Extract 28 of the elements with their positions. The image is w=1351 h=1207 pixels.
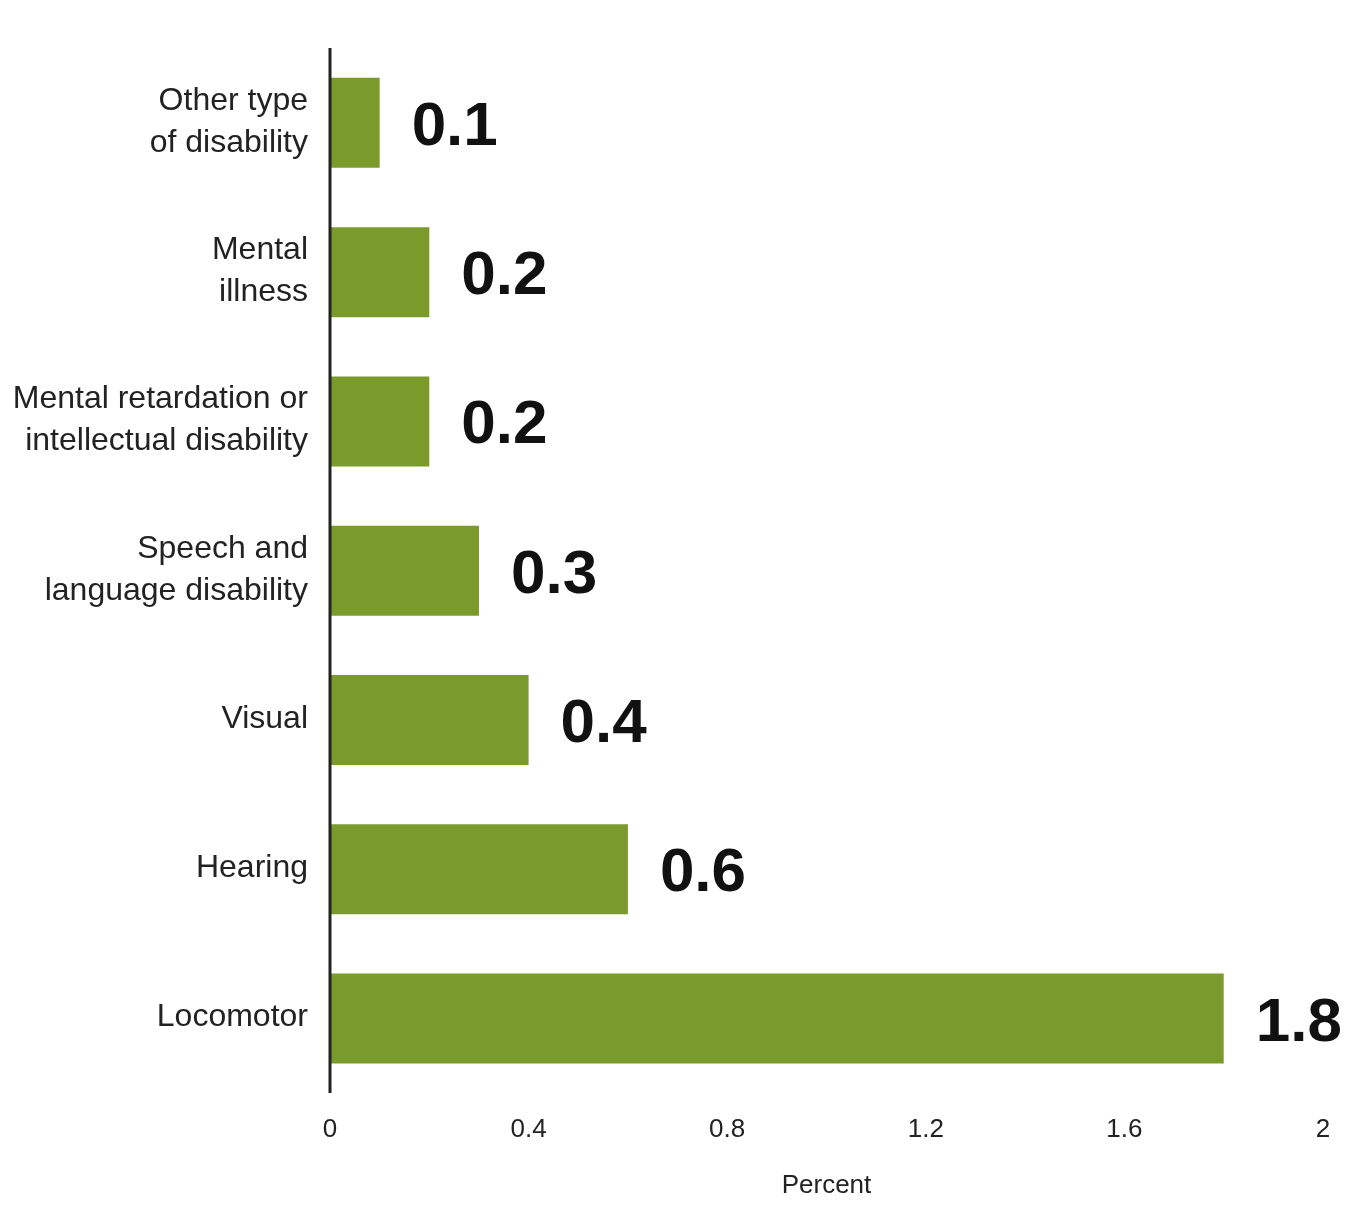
y-tick-label: Locomotor <box>156 997 309 1034</box>
data-label: 0.4 <box>560 686 648 756</box>
bar <box>330 227 430 318</box>
y-tick-label: Mental illness <box>211 230 308 309</box>
data-label: 0.2 <box>461 238 548 308</box>
y-tick-label: Visual <box>221 699 308 736</box>
data-label: 1.8 <box>1255 984 1342 1054</box>
bar <box>330 675 529 765</box>
x-tick-label: 1.2 <box>907 1113 944 1144</box>
x-tick-label: 0.4 <box>510 1113 547 1144</box>
bar <box>330 525 479 616</box>
x-tick-label: 2 <box>1315 1113 1331 1144</box>
y-tick-label: Other type of disability <box>149 81 308 160</box>
data-label: 0.6 <box>659 835 747 905</box>
x-axis-title: Percent <box>781 1169 873 1199</box>
data-label: 0.3 <box>510 536 598 606</box>
bar <box>330 973 1224 1064</box>
y-tick-label: Speech and language disability <box>44 528 308 607</box>
y-tick-label: Hearing <box>195 848 308 885</box>
bar <box>330 376 430 467</box>
x-tick-label: 1.6 <box>1106 1113 1143 1144</box>
x-tick-label: 0.8 <box>709 1113 746 1144</box>
y-tick-label: Mental retardation or intellectual disability <box>12 379 309 458</box>
data-label: 0.2 <box>461 387 548 457</box>
bar <box>330 77 380 168</box>
bar <box>330 824 628 915</box>
data-label: 0.1 <box>411 88 498 158</box>
x-tick-label: 0 <box>322 1113 338 1144</box>
